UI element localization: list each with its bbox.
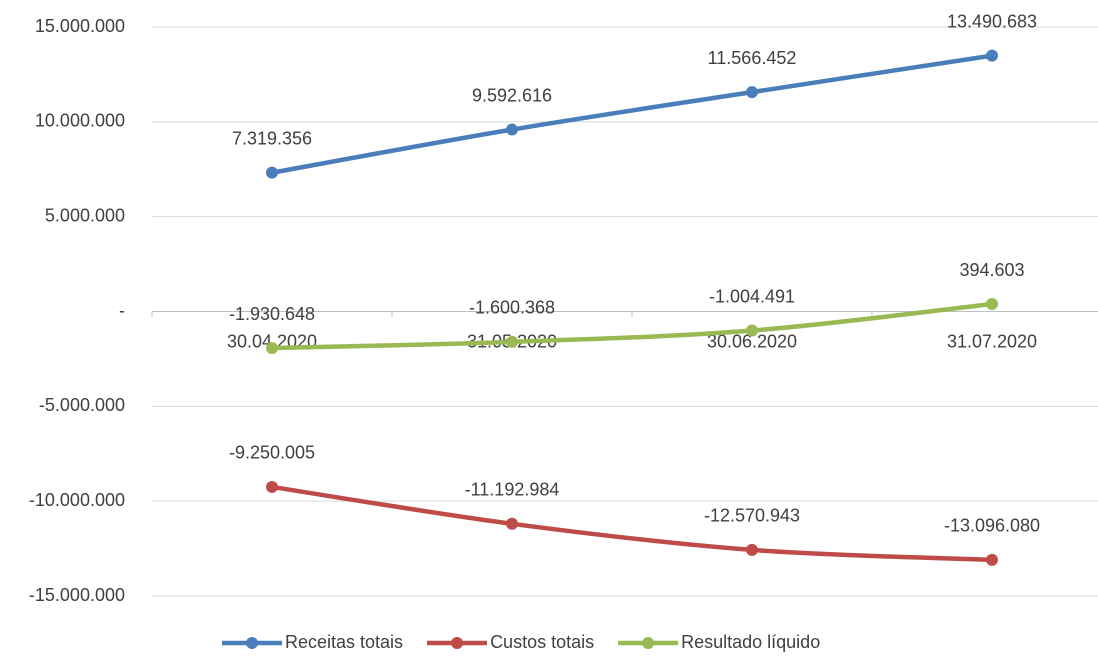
- series-line: [269, 484, 995, 563]
- data-label: -11.192.984: [465, 480, 560, 500]
- data-label: 13.490.683: [947, 11, 1037, 31]
- data-point: [746, 324, 758, 337]
- data-point: [266, 166, 278, 179]
- data-point: [506, 517, 518, 530]
- data-point: [746, 543, 758, 556]
- data-point: [986, 49, 998, 62]
- y-tick-label: 10.000.000: [35, 111, 125, 131]
- data-point: [266, 342, 278, 355]
- y-tick-label: 15.000.000: [35, 16, 125, 36]
- series-line: [269, 53, 995, 175]
- y-tick-label: -: [119, 300, 125, 320]
- data-label: 11.566.452: [708, 48, 797, 68]
- legend-marker: [451, 637, 464, 649]
- y-tick-label: 5.000.000: [45, 205, 125, 225]
- data-label: 394.603: [959, 260, 1024, 280]
- data-label: -1.930.648: [229, 304, 315, 324]
- legend-marker: [246, 637, 258, 649]
- data-point: [506, 123, 518, 136]
- y-tick-label: -5.000.000: [39, 395, 125, 415]
- data-point: [506, 335, 518, 348]
- data-point: [746, 86, 758, 99]
- legend-label: Receitas totais: [285, 632, 403, 652]
- data-label: 7.319.356: [232, 128, 312, 148]
- data-label: -1.600.368: [469, 298, 555, 318]
- data-label: -1.004.491: [709, 286, 795, 306]
- data-label: 9.592.616: [472, 85, 552, 105]
- y-tick-label: -10.000.000: [29, 490, 125, 510]
- data-point: [986, 298, 998, 311]
- legend-label: Custos totais: [490, 632, 594, 652]
- data-label: -12.570.943: [704, 506, 800, 526]
- data-point: [986, 553, 998, 566]
- x-tick-label: 31.07.2020: [947, 331, 1037, 351]
- data-label: -13.096.080: [944, 516, 1040, 536]
- y-tick-label: -15.000.000: [29, 585, 125, 605]
- data-label: -9.250.005: [229, 443, 315, 463]
- x-tick-label: 30.06.2020: [707, 331, 797, 351]
- data-point: [266, 480, 278, 493]
- legend-marker: [642, 637, 655, 649]
- legend-label: Resultado líquido: [681, 632, 820, 652]
- series-line: [269, 301, 995, 351]
